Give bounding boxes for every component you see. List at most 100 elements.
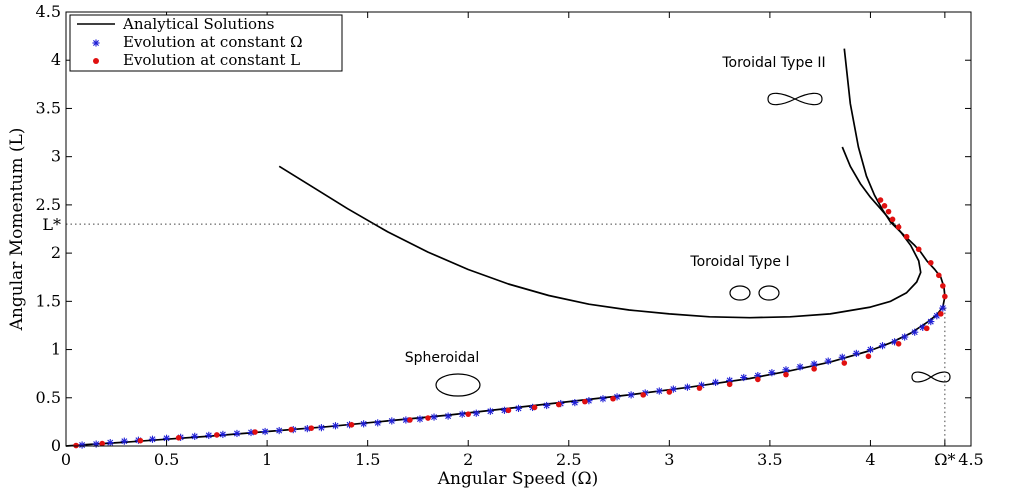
constant-l-point [811, 366, 817, 372]
constant-omega-point [148, 435, 157, 443]
y-tick-label: 0.5 [36, 388, 61, 407]
constant-l-point [938, 311, 944, 317]
y-tick-label: 1.5 [36, 291, 61, 310]
constant-omega-point [191, 432, 199, 440]
spheroidal-shape-icon [435, 373, 481, 397]
constant-l-point [942, 293, 948, 300]
constant-omega-point [162, 434, 171, 442]
x-tick-label: 3 [664, 450, 674, 469]
constant-l-point [783, 371, 789, 378]
constant-omega-point [911, 328, 919, 336]
legend-star-mark [92, 39, 100, 47]
constant-omega-point [360, 420, 368, 428]
constant-omega-point [901, 333, 909, 341]
constant-omega-point [768, 369, 776, 377]
spheroidal-label: Spheroidal [405, 350, 480, 366]
constant-omega-point [514, 404, 523, 412]
constant-l-point [348, 421, 355, 428]
constant-l-point [505, 407, 512, 414]
constant-l-point [923, 325, 930, 332]
constant-omega-point [810, 360, 818, 368]
constant-l-point [175, 435, 182, 441]
constant-omega-point [939, 304, 947, 312]
constant-omega-point [106, 439, 114, 447]
constant-l-point [927, 259, 934, 266]
legend-dot-swatch [93, 58, 99, 64]
constant-l-point [865, 353, 872, 360]
constant-l-point [841, 360, 848, 366]
constant-omega-point [486, 407, 494, 415]
constant-omega-point [275, 426, 283, 435]
legend-label-analytical: Analytical Solutions [122, 15, 274, 33]
constant-l-point [903, 233, 910, 240]
toroidal-type-one-label: Toroidal Type I [689, 254, 789, 270]
constant-omega-point [543, 401, 551, 410]
x-tick-label: 2.5 [556, 450, 581, 469]
toroidal-two-shape-icon [767, 92, 823, 106]
constant-l-point [696, 385, 703, 391]
x-tick-label: 4 [865, 450, 875, 469]
constant-l-point [915, 246, 922, 253]
legend-label-constant-l: Evolution at constant L [123, 51, 300, 69]
constant-omega-point [655, 387, 663, 395]
constant-l-point [407, 417, 413, 423]
constant-l-point [755, 376, 761, 383]
constant-omega-point [472, 409, 480, 417]
constant-omega-point [233, 429, 241, 438]
constant-omega-point [219, 430, 227, 439]
constant-omega-point [430, 413, 438, 421]
constant-l-point [889, 216, 896, 223]
constant-omega-point [627, 391, 635, 399]
y-tick-label: 4.5 [36, 2, 61, 21]
constant-omega-point [711, 378, 720, 386]
y-tick-label: 2.5 [36, 195, 61, 214]
y-tick-label: 3.5 [36, 98, 61, 117]
l-star-label: L* [42, 215, 61, 234]
x-tick-label: Ω* [934, 450, 955, 469]
torus-left-cross-section-icon [729, 285, 751, 301]
x-axis-ticks: 0 0.5 1 1.5 2 2.5 3 3.5 4 Ω* 4.5 [61, 12, 984, 469]
constant-l-point [531, 404, 538, 411]
legend-box [69, 14, 343, 72]
legend-star-swatch [92, 39, 100, 47]
constant-omega-point [458, 410, 466, 418]
pinched-shape-icon [911, 371, 951, 383]
y-tick-label: 0 [51, 436, 61, 455]
constant-l-point [610, 395, 616, 402]
constant-l-point [940, 283, 946, 289]
constant-l-point [214, 432, 220, 438]
constant-omega-point [782, 366, 790, 374]
constant-omega-point [927, 317, 935, 326]
constant-l-point [582, 398, 588, 405]
y-axis-ticks: 0 0.5 1 1.5 2 2.5 3 3.5 4 4.5 L* [36, 2, 971, 455]
constant-omega-point [78, 441, 86, 449]
shape-icons [435, 92, 951, 397]
torus-right-cross-section-icon [758, 285, 780, 301]
y-tick-label: 3 [51, 147, 61, 166]
constant-omega-point [388, 417, 396, 425]
analytical-curve-2 [278, 146, 922, 319]
constant-l-point [425, 415, 431, 421]
constant-l-point [885, 208, 892, 215]
toroidal-type-two-label: Toroidal Type II [721, 55, 825, 71]
constant-omega-point [571, 399, 579, 407]
legend-label-constant-omega: Evolution at constant Ω [123, 33, 303, 51]
constant-l-point [465, 411, 472, 417]
x-axis-label: Angular Speed (Ω) [437, 469, 598, 489]
x-tick-label: 0.5 [154, 450, 179, 469]
constant-l-point [640, 392, 646, 398]
constant-omega-point [500, 406, 509, 414]
x-tick-label: 1 [262, 450, 272, 469]
x-tick-label: 4.5 [958, 450, 983, 469]
constant-l-point [288, 426, 295, 433]
constant-omega-point [796, 363, 804, 371]
series-layer [65, 48, 948, 449]
constant-l-point [726, 381, 733, 388]
reference-lines [66, 223, 946, 446]
y-tick-label: 2 [51, 243, 61, 262]
constant-omega-point [878, 342, 887, 350]
constant-l-point [881, 203, 888, 209]
constant-omega-point [866, 345, 875, 354]
constant-l-point [895, 224, 902, 230]
plot-frame [65, 11, 972, 447]
